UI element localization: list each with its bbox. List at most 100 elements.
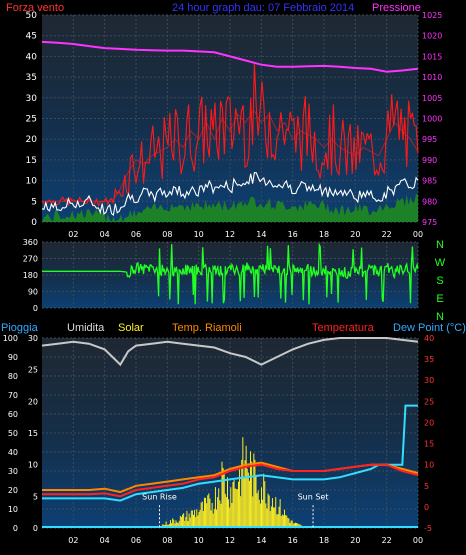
temp-x-tick-label: 16 [288, 536, 298, 545]
temperature-series [41, 337, 419, 528]
humidity-line [41, 337, 419, 367]
temp-x-tick-label: 00 [413, 536, 423, 545]
apparent-temp-label: Temp. Riamoli [172, 322, 242, 334]
pressure-y-tick-label: 975 [422, 218, 437, 227]
solar-y-tick-label: 20 [28, 397, 38, 406]
wind-y-tick-label: 30 [26, 94, 38, 104]
rain-y-tick-label: 10 [8, 505, 18, 514]
wind-speed-label: Forza vento [6, 2, 64, 14]
rain-y-tick-label: 80 [8, 372, 18, 381]
wind-series [41, 40, 419, 222]
pressure-y-tick-label: 1000 [422, 115, 442, 124]
wind-y-tick-label: 20 [26, 135, 38, 145]
direction-y-tick-label: 270 [23, 255, 38, 264]
solar-y-tick-label: 5 [33, 492, 38, 501]
temp-x-tick-label: 20 [350, 536, 360, 545]
rain-y-tick-label: 40 [8, 448, 18, 457]
wind-x-tick-label: 16 [288, 230, 298, 239]
wind-avg-line [41, 171, 419, 216]
pressure-y-axis: 975 980 985 990 995 1000 1005 1010 1015 1020 1025 [422, 11, 442, 227]
dewpoint-line [42, 404, 418, 502]
direction-y-tick-label: 360 [23, 238, 38, 247]
sunset-annotation: Sun Set [298, 493, 329, 502]
wind-x-tick-label: 02 [68, 230, 78, 239]
temp-y-tick-label: 40 [424, 334, 434, 343]
compass-letter: N [436, 239, 444, 251]
direction-line [42, 242, 419, 305]
wind-x-tick-label: 12 [225, 230, 235, 239]
solar-y-axis: 0 5 10 15 20 25 30 [28, 334, 38, 533]
temp-y-tick-label: 30 [424, 376, 434, 385]
wind-y-tick-label: 0 [31, 218, 37, 228]
wind-x-tick-label: 10 [194, 230, 204, 239]
pressure-y-tick-label: 985 [422, 177, 437, 186]
solar-y-tick-label: 0 [33, 524, 38, 533]
temp-y-tick-label: 10 [424, 461, 434, 470]
temp-x-tick-label: 14 [256, 536, 266, 545]
rain-y-tick-label: 100 [3, 334, 18, 343]
direction-y-axis: 0 90 180 270 360 [23, 238, 38, 313]
rain-y-tick-label: 60 [8, 410, 18, 419]
wind-y-tick-label: 50 [26, 11, 38, 21]
wind-y-tick-label: 40 [26, 52, 38, 62]
solar-y-tick-label: 15 [28, 429, 38, 438]
compass-letter: W [435, 257, 446, 269]
humidity-label: Umidita [67, 322, 105, 334]
wind-x-axis: 02 04 06 08 10 12 14 16 18 20 22 00 [68, 230, 423, 239]
wind-y-tick-label: 15 [26, 156, 37, 166]
sunrise-annotation: Sun Rise [142, 493, 177, 502]
temp-y-tick-label: 25 [424, 397, 434, 406]
solar-y-tick-label: 25 [28, 366, 38, 375]
direction-series [42, 242, 419, 305]
temperature-x-axis: 02 04 06 08 10 12 14 16 18 20 22 00 [68, 536, 423, 545]
rain-y-tick-label: 90 [8, 353, 18, 362]
pressure-label: Pressione [372, 2, 421, 14]
wind-y-tick-label: 35 [26, 73, 37, 83]
wind-x-tick-label: 04 [100, 230, 110, 239]
compass-letter: S [436, 275, 443, 287]
temp-x-tick-label: 06 [131, 536, 141, 545]
direction-y-tick-label: 180 [23, 271, 38, 280]
temp-x-tick-label: 08 [162, 536, 172, 545]
temp-y-tick-label: 15 [424, 440, 434, 449]
pressure-y-tick-label: 1010 [422, 73, 442, 82]
wind-y-tick-label: 10 [26, 177, 38, 187]
pressure-y-tick-label: 1025 [422, 11, 442, 20]
wind-x-tick-label: 14 [256, 230, 266, 239]
rain-y-axis: 0 10 20 30 40 50 60 70 80 90 100 [3, 334, 18, 533]
direction-y-tick-label: 0 [33, 304, 38, 313]
wind-x-tick-label: 22 [382, 230, 392, 239]
temp-y-tick-label: 20 [424, 418, 434, 427]
rain-y-tick-label: 70 [8, 391, 18, 400]
pressure-y-tick-label: 1005 [422, 94, 442, 103]
wind-x-tick-label: 06 [131, 230, 141, 239]
temp-x-tick-label: 04 [100, 536, 110, 545]
wind-x-tick-label: 00 [413, 230, 423, 239]
wind-x-tick-label: 08 [162, 230, 172, 239]
temperature-line [42, 463, 419, 498]
temp-y-tick-label: 35 [424, 355, 434, 364]
graph-title: 24 hour graph dau: 07 Febbraio 2014 [172, 2, 354, 14]
temp-x-tick-label: 02 [68, 536, 78, 545]
rain-y-tick-label: 0 [13, 524, 18, 533]
temperature-y-axis: -5 0 5 10 15 20 25 30 35 40 [424, 334, 434, 533]
solar-y-tick-label: 10 [28, 461, 38, 470]
direction-y-tick-label: 90 [28, 288, 38, 297]
dewpoint-label: Dew Point (°C) [393, 322, 466, 334]
rain-label: Pioggia [1, 322, 39, 334]
solar-label: Solar [118, 322, 144, 334]
wind-low-area [42, 193, 418, 222]
solar-y-tick-label: 30 [28, 334, 38, 343]
rain-y-tick-label: 50 [8, 429, 18, 438]
wind-y-tick-label: 45 [26, 32, 37, 42]
pressure-y-tick-label: 990 [422, 156, 437, 165]
pressure-line [41, 40, 419, 73]
direction-grid [42, 241, 419, 309]
temp-x-tick-label: 12 [225, 536, 235, 545]
wind-y-tick-label: 5 [31, 197, 37, 207]
wind-x-tick-label: 18 [319, 230, 329, 239]
rain-y-tick-label: 20 [8, 486, 18, 495]
